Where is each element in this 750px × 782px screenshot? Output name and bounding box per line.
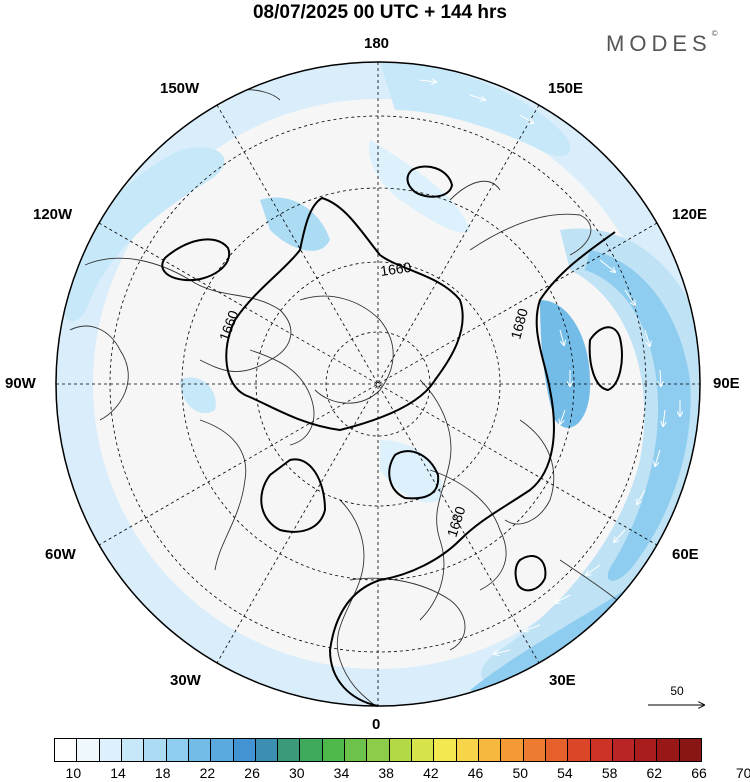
- lon-label-150e: 150E: [548, 80, 584, 97]
- colorbar-tick: 30: [288, 765, 305, 781]
- colorbar-box: [389, 739, 412, 761]
- colorbar-box: [635, 739, 658, 761]
- colorbar-tick: 70: [735, 765, 750, 781]
- brand-text: MODES: [606, 31, 712, 56]
- colorbar-box: [456, 739, 479, 761]
- modes-logo: MODES©: [606, 29, 718, 57]
- colorbar-tick: 50: [512, 765, 529, 781]
- wind-vector-arrows: [419, 80, 691, 676]
- colorbar-box: [278, 739, 301, 761]
- colorbar-box: [478, 739, 502, 761]
- colorbar-box: [211, 739, 234, 761]
- contour-label: 1680: [507, 306, 531, 340]
- colorbar-box: [255, 739, 279, 761]
- colorbar-box: [300, 739, 323, 761]
- contour-label: 1660: [379, 259, 412, 279]
- colorbar-tick: 26: [244, 765, 260, 781]
- height-contours: [161, 165, 623, 707]
- colorbar-box: [679, 739, 702, 761]
- colorbar-tick-labels: 10 14 18 22 26 30 34 38 42 46 50 54 58 62 66 70: [54, 765, 750, 781]
- graticule: [56, 62, 700, 706]
- colorbar-tick: 18: [154, 765, 171, 781]
- colorbar-box: [590, 739, 613, 761]
- lon-label-150w: 150W: [160, 80, 200, 97]
- colorbar-box: [545, 739, 569, 761]
- colorbar-box: [144, 739, 167, 761]
- colorbar: [54, 738, 702, 762]
- lon-label-180: 180: [364, 35, 390, 52]
- colorbar-box: [99, 739, 122, 761]
- lon-label-60e: 60E: [672, 546, 699, 563]
- colorbar-tick: 54: [557, 765, 573, 781]
- colorbar-box: [55, 739, 78, 761]
- colorbar-box: [523, 739, 546, 761]
- colorbar-tick: 46: [467, 765, 484, 781]
- colorbar-box: [166, 739, 189, 761]
- colorbar-tick: 38: [378, 765, 394, 781]
- colorbar-box: [345, 739, 368, 761]
- lon-label-120e: 120E: [672, 206, 708, 223]
- colorbar-tick: 14: [110, 765, 126, 781]
- colorbar-tick: 58: [601, 765, 618, 781]
- colorbar-box: [612, 739, 636, 761]
- map-border: [55, 61, 701, 707]
- colorbar-box: [568, 739, 591, 761]
- colorbar-tick: 10: [65, 765, 82, 781]
- lon-label-90e: 90E: [713, 375, 740, 392]
- coastlines: [69, 89, 641, 706]
- colorbar-box: [412, 739, 435, 761]
- lon-label-0: 0: [372, 716, 381, 733]
- colorbar-box: [322, 739, 346, 761]
- chart-title: 08/07/2025 00 UTC + 144 hrs: [252, 2, 508, 23]
- brand-mark: ©: [711, 29, 718, 38]
- colorbar-tick: 66: [691, 765, 707, 781]
- colorbar-box: [434, 739, 457, 761]
- colorbar-tick: 22: [199, 765, 216, 781]
- colorbar-tick: 42: [423, 765, 439, 781]
- lon-label-60w: 60W: [45, 546, 76, 563]
- colorbar-box: [77, 739, 100, 761]
- lon-label-90w: 90W: [5, 375, 36, 392]
- colorbar-tick: 62: [646, 765, 663, 781]
- lon-label-30e: 30E: [549, 672, 576, 689]
- colorbar-box: [657, 739, 680, 761]
- colorbar-box: [121, 739, 145, 761]
- lon-label-30w: 30W: [170, 672, 201, 689]
- colorbar-tick: 34: [333, 765, 350, 781]
- colorbar-box: [367, 739, 390, 761]
- colorbar-box: [188, 739, 212, 761]
- colorbar-box: [233, 739, 256, 761]
- colorbar-box: [501, 739, 524, 761]
- reference-vector-label: 50: [670, 684, 684, 698]
- lon-label-120w: 120W: [33, 206, 73, 223]
